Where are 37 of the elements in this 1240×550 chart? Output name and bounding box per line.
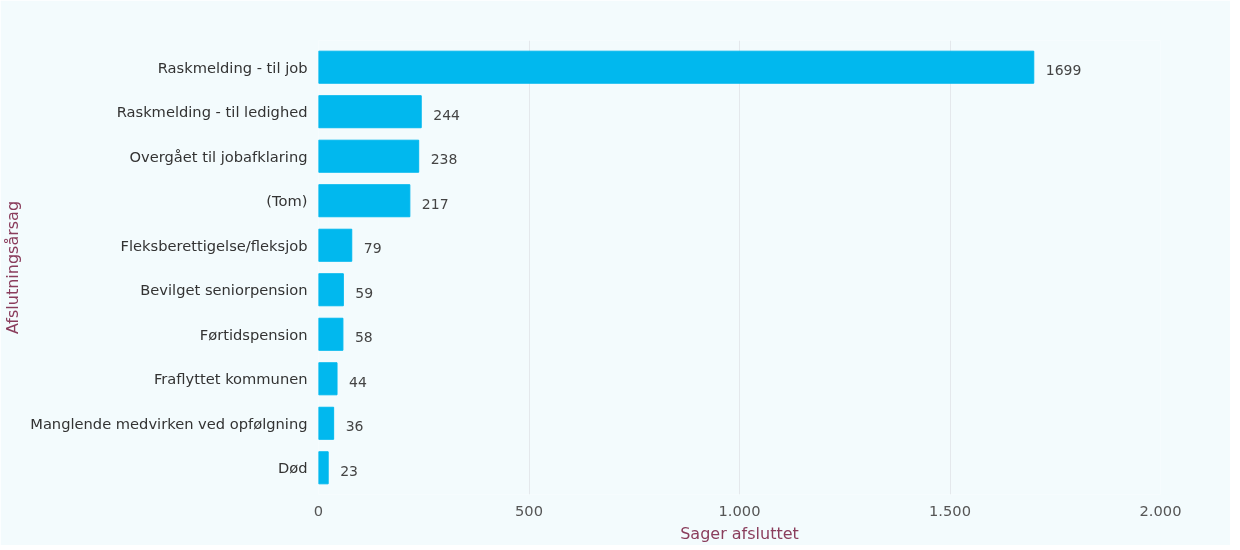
y-tick-label: Manglende medvirken ved opfølgning <box>30 414 308 432</box>
y-tick-label: Overgået til jobafklaring <box>129 147 308 165</box>
bar <box>318 139 420 173</box>
y-axis-title: Afslutningsårsag <box>3 200 23 335</box>
x-tick-label: 500 <box>515 501 543 519</box>
data-label: 59 <box>355 284 374 301</box>
bar <box>318 95 422 129</box>
y-tick-label: Fleksberettigelse/fleksjob <box>120 236 308 254</box>
y-tick-label: Bevilget seniorpension <box>140 281 308 299</box>
data-label: 79 <box>363 240 382 257</box>
bar <box>318 362 338 396</box>
y-tick-label: Fraflyttet kommunen <box>153 370 308 388</box>
data-label: 238 <box>430 151 458 168</box>
x-tick-label: 1.500 <box>929 501 971 519</box>
bar <box>318 317 344 351</box>
y-tick-label: Raskmelding - til ledighed <box>116 103 308 121</box>
y-tick-label: Førtidspension <box>199 325 308 343</box>
data-label: 23 <box>340 462 359 479</box>
y-tick-label: Raskmelding - til job <box>157 58 308 76</box>
data-label: 217 <box>421 195 449 212</box>
data-label: 58 <box>354 329 373 346</box>
y-tick-label: Død <box>277 459 308 477</box>
bar <box>318 184 411 218</box>
bar <box>318 50 1035 84</box>
data-label: 36 <box>345 418 364 435</box>
data-label: 1699 <box>1045 62 1082 79</box>
data-label: 244 <box>433 106 461 123</box>
x-tick-label: 1.000 <box>718 501 761 519</box>
bar <box>318 273 344 307</box>
x-tick-label: 2.000 <box>1139 501 1182 519</box>
data-label: 44 <box>349 373 367 390</box>
bar <box>318 451 329 485</box>
bar <box>318 406 335 440</box>
x-axis-title: Sager afsluttet <box>680 523 799 543</box>
x-tick-label: 0 <box>313 501 324 519</box>
bar <box>318 228 353 262</box>
y-tick-label: (Tom) <box>266 192 308 210</box>
